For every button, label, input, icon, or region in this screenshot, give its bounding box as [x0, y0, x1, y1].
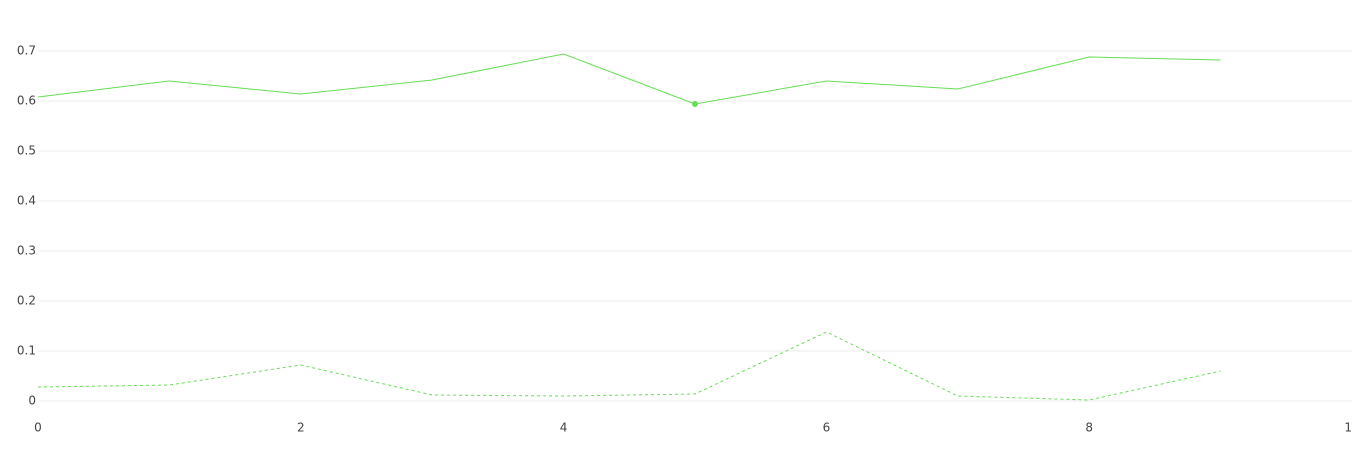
- x-tick-label: 8: [1085, 421, 1093, 435]
- y-tick-label: 0.3: [17, 244, 36, 258]
- y-tick-label: 0.1: [17, 344, 36, 358]
- x-tick-label: 1: [1344, 421, 1352, 435]
- hover-marker: [692, 101, 698, 107]
- x-tick-label: 2: [297, 421, 305, 435]
- y-tick-label: 0: [28, 394, 36, 408]
- y-tick-label: 0.5: [17, 144, 36, 158]
- line-series: [37, 53, 1221, 105]
- y-tick-label: 0.6: [17, 94, 36, 108]
- x-tick-label: 6: [823, 421, 831, 435]
- x-tick-label: 4: [560, 421, 568, 435]
- y-tick-label: 0.7: [17, 44, 36, 58]
- y-tick-label: 0.2: [17, 294, 36, 308]
- y-tick-label: 0.4: [17, 194, 36, 208]
- line-series: [37, 331, 1221, 401]
- x-tick-label: 0: [34, 421, 42, 435]
